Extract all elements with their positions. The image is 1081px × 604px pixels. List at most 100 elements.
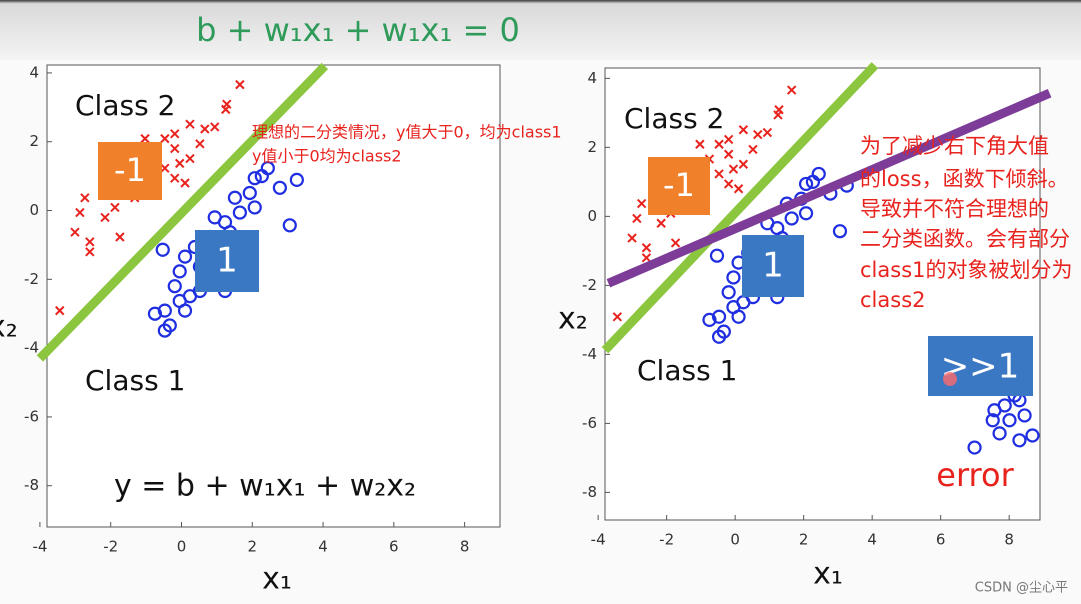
x-tick-label: 6 [389,538,399,556]
annotation: 1 [216,241,238,281]
annotation: Class 2 [624,102,724,135]
x-tick-label: 6 [936,531,946,549]
annotation: 为了减少右下角大值 [860,134,1049,158]
x-tick-label: 0 [177,538,187,556]
cross-point [85,247,95,257]
x-tick-label: 8 [1004,531,1014,549]
cross-point [85,237,95,247]
circle-point [709,248,725,263]
cross-point [656,218,666,228]
cross-point [627,233,637,243]
cross-point [714,139,724,149]
y-tick-label: -4 [582,345,597,363]
cross-point [160,163,170,173]
cross-point [762,127,773,138]
cross-point [728,164,739,174]
annotation: Class 2 [75,89,175,122]
circle-point [711,309,727,324]
cross-point [723,134,734,145]
plot-area [604,67,1041,521]
label-box [928,336,1033,396]
charts: -4 -2 0 2 4 6 8 -8 -6 -4 -2 0 2 4 x₁ x₂ b + w₁x₁ + w₁x₁ … [0,11,1073,597]
circle-point [289,172,304,187]
cross-point [641,243,652,253]
circle-point [731,309,746,324]
cross-point [723,149,734,159]
cursor-highlight [943,372,957,386]
circle-point [832,224,848,239]
y-tick-label: 2 [29,132,39,150]
circle-point [282,218,297,233]
annotation: -1 [114,151,146,189]
circle-point [172,264,187,279]
label-box [742,235,804,297]
circle-point [1002,413,1017,428]
circle-point [798,206,814,221]
circle-point [157,323,172,338]
circle-point [177,249,193,264]
annotation: Class 1 [85,364,185,397]
decision-line [36,62,329,362]
y-tick-label: 4 [29,63,39,81]
annotation: 导致并不符合理想的 [860,197,1049,221]
x-tick-label: -4 [591,531,606,549]
y-tick-label: -4 [24,339,39,357]
cross-point [714,169,724,179]
x-tick-label: 8 [460,538,470,556]
cross-point [221,104,231,115]
x-tick-label: 4 [318,538,328,556]
x-tick-label: 2 [799,531,809,549]
cross-point [195,139,205,149]
cross-point [75,207,85,218]
cross-point [55,305,65,316]
annotation: -1 [663,166,695,204]
cross-point [170,143,180,154]
y-axis-label: x₂ [558,302,588,337]
cross-point [115,232,125,242]
circle-point [167,279,182,294]
label-box [195,230,259,292]
y-tick-label: -8 [24,476,39,494]
x-tick-label: -2 [103,538,118,556]
y-tick-label: -2 [582,276,597,294]
cross-point [753,129,763,140]
circle-point [247,200,262,215]
circle-point [155,242,170,257]
cross-point [110,202,120,213]
circle-point [985,413,1000,428]
annotation: Class 1 [637,354,737,387]
circle-point [711,329,727,344]
circle-point [207,210,222,225]
cross-point [695,139,705,149]
circle-point [992,426,1007,441]
circle-point [721,285,736,300]
cross-point [738,159,749,169]
x-tick-label: 0 [730,531,740,549]
chart: -4 -2 0 2 4 6 8 -8 -6 -4 -2 0 2 4 x₁ x₂ b + w₁x₁ + w₁x₁ … [0,11,562,597]
circle-point [242,185,257,201]
annotation: 二分类函数。会有部分 [860,227,1070,251]
cross-point [185,119,195,129]
circle-point [798,176,814,192]
circle-point [967,440,982,455]
x-axis-label: x₁ [262,562,292,597]
cross-point [170,173,180,183]
circle-point [811,166,826,182]
cross-point [641,253,652,263]
cross-point [636,198,647,209]
annotation: error [936,456,1014,494]
y-axis-label: x₂ [0,310,18,345]
cross-point [80,193,90,203]
cross-point [786,85,797,95]
annotation: y值小于0均为class2 [252,147,402,166]
cross-point [200,124,210,134]
circle-point [1012,433,1027,448]
y-tick-label: -2 [24,270,39,288]
x-tick-label: 4 [867,531,877,549]
x-tick-label: 2 [247,538,257,556]
circle-point [702,312,717,327]
y-tick-label: -6 [24,407,39,425]
y-tick-label: 2 [587,138,597,156]
cross-point [738,125,749,135]
